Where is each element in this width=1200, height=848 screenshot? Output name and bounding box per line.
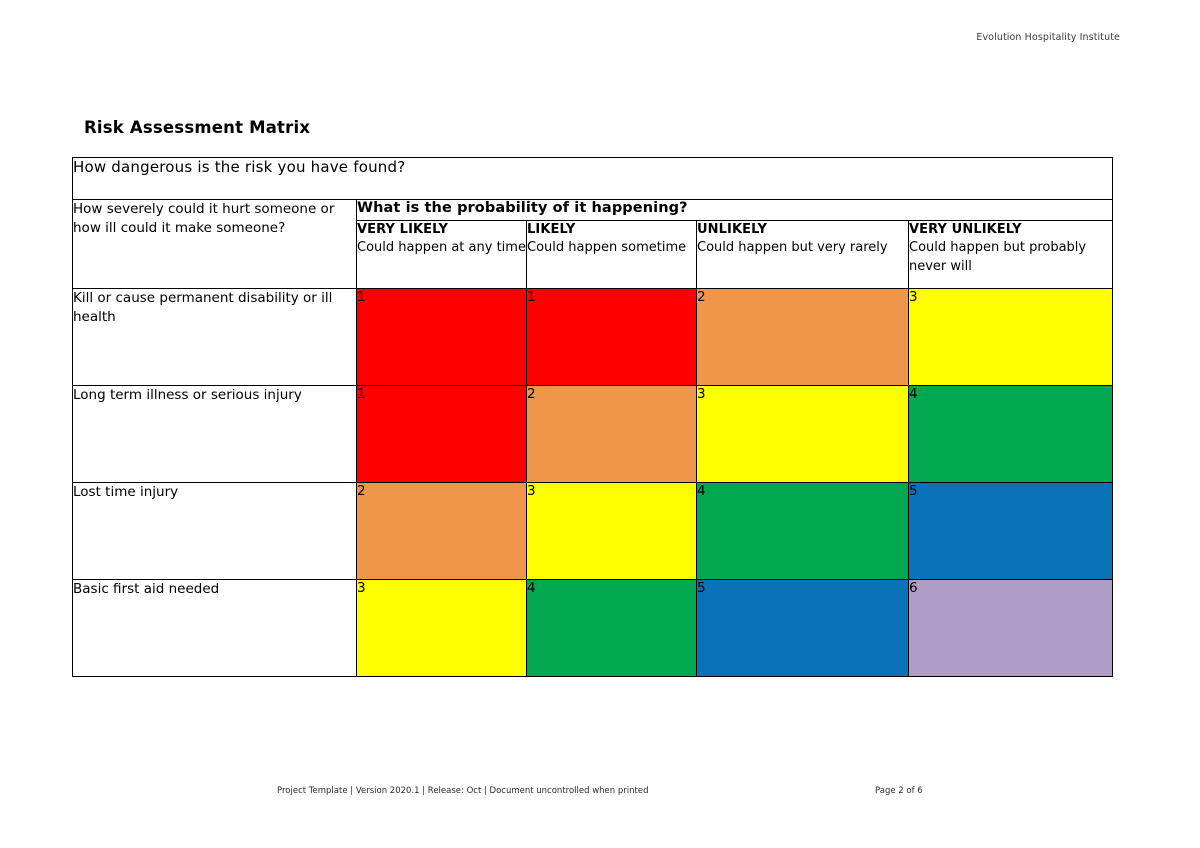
table-row: Long term illness or serious injury 1 2 … — [72, 385, 1114, 483]
matrix-cell: 2 — [696, 288, 909, 386]
matrix-cell: 3 — [907, 288, 1114, 386]
table-row: Lost time injury 2 3 4 5 — [72, 482, 1114, 580]
footer-page-number: Page 2 of 6 — [875, 786, 923, 796]
column-header-very-likely: VERY LIKELY Could happen at any time — [356, 220, 527, 289]
running-header: Evolution Hospitality Institute — [976, 32, 1120, 43]
matrix-header-row: How severely could it hurt someone or ho… — [72, 199, 1114, 289]
matrix-banner: How dangerous is the risk you have found… — [71, 157, 1114, 200]
matrix-cell: 5 — [907, 482, 1114, 580]
column-header-very-unlikely: VERY UNLIKELY Could happen but probably … — [907, 220, 1114, 289]
column-header-desc: Could happen sometime — [527, 240, 687, 256]
matrix-cell: 6 — [907, 579, 1114, 677]
matrix-cell: 4 — [526, 579, 697, 677]
matrix-cell: 4 — [907, 385, 1114, 483]
row-label: Kill or cause permanent disability or il… — [72, 288, 357, 386]
column-header-desc: Could happen at any time — [357, 240, 526, 256]
severity-header: How severely could it hurt someone or ho… — [72, 199, 357, 289]
matrix-cell: 1 — [356, 288, 527, 386]
probability-header: What is the probability of it happening? — [355, 199, 1114, 221]
row-label: Long term illness or serious injury — [72, 385, 357, 483]
risk-assessment-matrix: How dangerous is the risk you have found… — [71, 157, 1114, 677]
matrix-cell: 3 — [356, 579, 527, 677]
table-row: Basic first aid needed 3 4 5 6 — [72, 579, 1114, 677]
matrix-cell: 4 — [696, 482, 909, 580]
matrix-cell: 3 — [696, 385, 909, 483]
matrix-cell: 2 — [356, 482, 527, 580]
matrix-banner-row: How dangerous is the risk you have found… — [71, 157, 1114, 200]
column-header-desc: Could happen but very rarely — [697, 240, 888, 256]
footer-document-info: Project Template | Version 2020.1 | Rele… — [277, 786, 649, 796]
column-header-title: UNLIKELY — [697, 222, 767, 237]
column-header-unlikely: UNLIKELY Could happen but very rarely — [696, 220, 909, 289]
matrix-column-header-row: VERY LIKELY Could happen at any time LIK… — [73, 220, 1114, 289]
column-header-likely: LIKELY Could happen sometime — [526, 220, 697, 289]
column-header-desc: Could happen but probably never will — [909, 240, 1087, 274]
matrix-cell: 2 — [526, 385, 697, 483]
matrix-cell: 1 — [526, 288, 697, 386]
matrix-cell: 3 — [526, 482, 697, 580]
column-header-title: LIKELY — [527, 222, 576, 237]
column-header-title: VERY LIKELY — [357, 222, 449, 237]
table-row: Kill or cause permanent disability or il… — [72, 288, 1114, 386]
matrix-cell: 5 — [696, 579, 909, 677]
row-label: Lost time injury — [72, 482, 357, 580]
row-label: Basic first aid needed — [72, 579, 357, 677]
column-header-title: VERY UNLIKELY — [909, 222, 1022, 237]
matrix-cell: 1 — [356, 385, 527, 483]
page-title: Risk Assessment Matrix — [84, 118, 311, 137]
